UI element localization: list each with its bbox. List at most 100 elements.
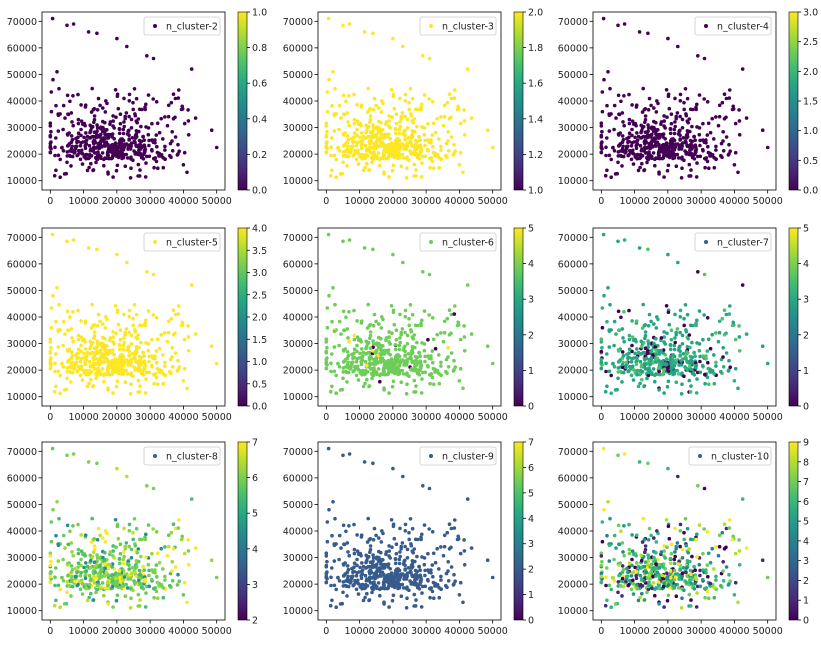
data-point (69, 164, 73, 168)
data-point (359, 124, 363, 128)
data-point (631, 579, 635, 583)
data-point (623, 22, 627, 26)
x-tick-label: 30000 (135, 412, 165, 423)
data-point (407, 324, 411, 328)
data-point (399, 361, 403, 365)
data-point (51, 17, 55, 21)
data-point (486, 128, 490, 132)
data-point (391, 599, 395, 603)
data-point (119, 122, 123, 126)
data-point (53, 362, 57, 366)
data-point (74, 361, 78, 365)
data-point (115, 385, 119, 389)
x-tick-label: 30000 (411, 412, 441, 423)
data-point (338, 365, 342, 369)
data-point (63, 332, 67, 336)
data-point (79, 558, 83, 562)
data-point (647, 126, 651, 130)
data-point (423, 523, 427, 527)
legend-label: n_cluster-7 (717, 238, 769, 249)
data-point (372, 360, 376, 364)
data-point (670, 122, 674, 126)
data-point (381, 570, 385, 574)
data-point (126, 147, 130, 151)
data-point (155, 575, 159, 579)
data-point (177, 304, 181, 308)
data-point (144, 341, 148, 345)
data-point (403, 567, 407, 571)
data-point (392, 525, 396, 529)
data-point (398, 562, 402, 566)
colorbar-tick-label: 6 (252, 473, 258, 484)
data-point (151, 313, 155, 317)
data-point (684, 303, 688, 307)
data-point (382, 366, 386, 370)
data-point (635, 583, 639, 587)
data-point (391, 37, 395, 41)
data-point (444, 370, 448, 374)
data-point (57, 154, 61, 158)
data-point (88, 153, 92, 157)
data-point (338, 534, 342, 538)
data-point (647, 369, 651, 373)
data-point (122, 562, 126, 566)
data-point (420, 578, 424, 582)
x-tick-label: 20000 (102, 196, 132, 207)
data-point (96, 144, 100, 148)
data-point (137, 333, 141, 337)
data-point (99, 356, 103, 360)
data-point (377, 367, 381, 371)
data-point (333, 370, 337, 374)
data-point (644, 330, 648, 334)
data-point (601, 90, 605, 94)
data-point (654, 144, 658, 148)
data-point (77, 347, 81, 351)
data-point (452, 143, 456, 147)
data-point (689, 358, 693, 362)
data-point (462, 538, 466, 542)
data-point (366, 540, 370, 544)
data-point (131, 374, 135, 378)
data-point (413, 117, 417, 121)
data-point (80, 365, 84, 369)
data-point (333, 129, 337, 133)
colorbar-tick-label: 0.5 (803, 156, 818, 167)
data-point (75, 356, 79, 360)
data-point (351, 356, 355, 360)
data-point (666, 37, 670, 41)
data-point (646, 563, 650, 567)
data-point (710, 117, 714, 121)
data-point (144, 533, 148, 537)
data-point (370, 161, 374, 165)
data-point (126, 372, 130, 376)
data-point (613, 579, 617, 583)
data-point (377, 106, 381, 110)
data-point (379, 121, 383, 125)
data-point (679, 99, 683, 103)
data-point (67, 113, 71, 117)
data-point (114, 88, 118, 92)
data-point (122, 527, 126, 531)
data-point (105, 140, 109, 144)
data-point (342, 524, 346, 528)
data-point (670, 338, 674, 342)
data-point (353, 347, 357, 351)
data-point (357, 162, 361, 166)
data-point (341, 591, 345, 595)
data-point (123, 361, 127, 365)
data-point (600, 554, 604, 558)
data-point (405, 166, 409, 170)
data-point (406, 342, 410, 346)
data-point (124, 164, 128, 168)
data-point (155, 316, 159, 320)
data-point (177, 149, 181, 153)
data-point (616, 161, 620, 165)
data-point (404, 523, 408, 527)
colorbar-tick-label: 4 (528, 259, 534, 270)
data-point (58, 588, 62, 592)
x-tick-label: 10000 (619, 196, 649, 207)
data-point (401, 475, 405, 479)
data-point (122, 125, 126, 129)
data-point (681, 334, 685, 338)
